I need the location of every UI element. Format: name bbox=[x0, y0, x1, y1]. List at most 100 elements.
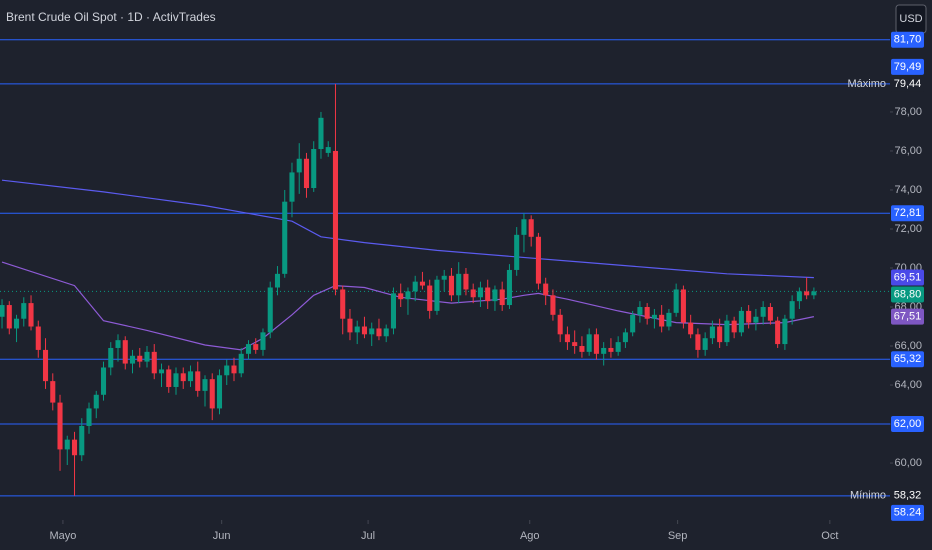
candle-body bbox=[543, 283, 549, 296]
candle-body bbox=[209, 379, 215, 409]
candle-body bbox=[441, 275, 447, 280]
candle-body bbox=[492, 289, 498, 302]
candle-body bbox=[13, 318, 20, 329]
candle-body bbox=[216, 375, 223, 409]
candle-body bbox=[303, 158, 310, 189]
candle-body bbox=[666, 312, 672, 327]
candle-body bbox=[195, 371, 201, 391]
level-note: Mínimo bbox=[850, 490, 886, 502]
candle-body bbox=[383, 328, 389, 337]
candle-body bbox=[405, 291, 411, 300]
candle-body bbox=[137, 355, 143, 362]
price-tag-label: 69,51 bbox=[894, 271, 922, 283]
candle-body bbox=[572, 342, 578, 347]
level-tag-label: 65,32 bbox=[894, 353, 922, 365]
candle-body bbox=[202, 379, 208, 391]
level-tag bbox=[891, 416, 924, 433]
level-tag-label: 62,00 bbox=[894, 418, 922, 430]
candle-body bbox=[253, 344, 259, 350]
chart-title: Brent Crude Oil Spot · 1D · ActivTrades bbox=[6, 10, 216, 24]
candle-body bbox=[0, 305, 5, 317]
price-tag bbox=[891, 504, 924, 521]
candle-body bbox=[615, 342, 621, 352]
y-tick-label: 74,00 bbox=[894, 184, 922, 196]
candle-body bbox=[760, 307, 766, 317]
candle-body bbox=[746, 310, 752, 323]
candle-body bbox=[644, 307, 650, 319]
candle-body bbox=[35, 326, 41, 350]
candle-body bbox=[579, 346, 585, 352]
candle-body bbox=[659, 314, 665, 327]
candle-body bbox=[622, 332, 628, 343]
candle-body bbox=[695, 334, 701, 350]
candle-body bbox=[6, 305, 12, 329]
candle-body bbox=[100, 367, 107, 395]
candle-body bbox=[267, 287, 273, 333]
candle-body bbox=[166, 369, 172, 387]
x-tick-label: Oct bbox=[821, 530, 838, 542]
candle-body bbox=[122, 340, 128, 364]
candle-body bbox=[129, 355, 136, 364]
candle-body bbox=[557, 314, 563, 335]
candle-body bbox=[289, 172, 295, 202]
price-tag bbox=[891, 286, 924, 303]
level-tag-label: 72,81 bbox=[894, 207, 922, 219]
candle-body bbox=[21, 303, 27, 319]
y-tick-label: 66,00 bbox=[894, 340, 922, 352]
candle-body bbox=[238, 353, 244, 374]
currency-label: USD bbox=[899, 13, 922, 25]
candle-body bbox=[180, 373, 186, 382]
candle-body bbox=[775, 320, 781, 345]
candle-body bbox=[630, 314, 636, 333]
candle-body bbox=[506, 269, 512, 306]
y-tick-label: 76,00 bbox=[894, 145, 922, 157]
x-tick-label: Jul bbox=[361, 530, 375, 542]
level-tag bbox=[891, 75, 924, 92]
price-tag bbox=[891, 58, 924, 75]
candle-body bbox=[477, 287, 483, 298]
candle-body bbox=[593, 334, 599, 354]
candle-body bbox=[376, 328, 382, 337]
price-tag-label: 58.24 bbox=[894, 507, 922, 519]
candle-body bbox=[325, 147, 331, 153]
candle-body bbox=[187, 371, 194, 382]
candle-body bbox=[680, 289, 686, 323]
candle-body bbox=[738, 310, 744, 333]
candle-body bbox=[173, 373, 179, 387]
candle-body bbox=[347, 318, 353, 333]
price-tag bbox=[891, 308, 924, 325]
candle-body bbox=[311, 149, 317, 189]
candle-body bbox=[688, 322, 694, 335]
moving-average bbox=[1, 179, 814, 279]
candle-body bbox=[586, 334, 592, 352]
candle-body bbox=[71, 439, 78, 456]
level-tag bbox=[891, 205, 924, 222]
candle-body bbox=[93, 394, 99, 409]
candle-body bbox=[717, 326, 723, 343]
level-note: Máximo bbox=[847, 78, 886, 90]
x-tick-label: Jun bbox=[213, 530, 231, 542]
candle-body bbox=[789, 301, 795, 319]
y-tick-label: 64,00 bbox=[894, 379, 922, 391]
candle-body bbox=[767, 307, 773, 321]
candle-body bbox=[390, 293, 396, 329]
candle-body bbox=[412, 281, 418, 292]
candle-body bbox=[28, 303, 34, 327]
x-tick-label: Mayo bbox=[49, 530, 76, 542]
candle-body bbox=[528, 219, 534, 237]
candle-body bbox=[637, 307, 643, 315]
candle-body bbox=[361, 326, 368, 335]
candle-body bbox=[448, 275, 454, 296]
candle-body bbox=[86, 408, 92, 426]
price-tag-label: 67,51 bbox=[894, 310, 922, 322]
candle-body bbox=[282, 201, 288, 274]
candle-body bbox=[470, 289, 476, 298]
candle-body bbox=[245, 344, 252, 354]
candle-body bbox=[354, 326, 360, 333]
candle-body bbox=[782, 318, 788, 345]
candle-body bbox=[231, 365, 237, 374]
level-tag-label: 79,44 bbox=[894, 78, 922, 90]
candle-body bbox=[50, 381, 56, 403]
candle-body bbox=[608, 347, 614, 352]
candle-body bbox=[673, 289, 679, 313]
